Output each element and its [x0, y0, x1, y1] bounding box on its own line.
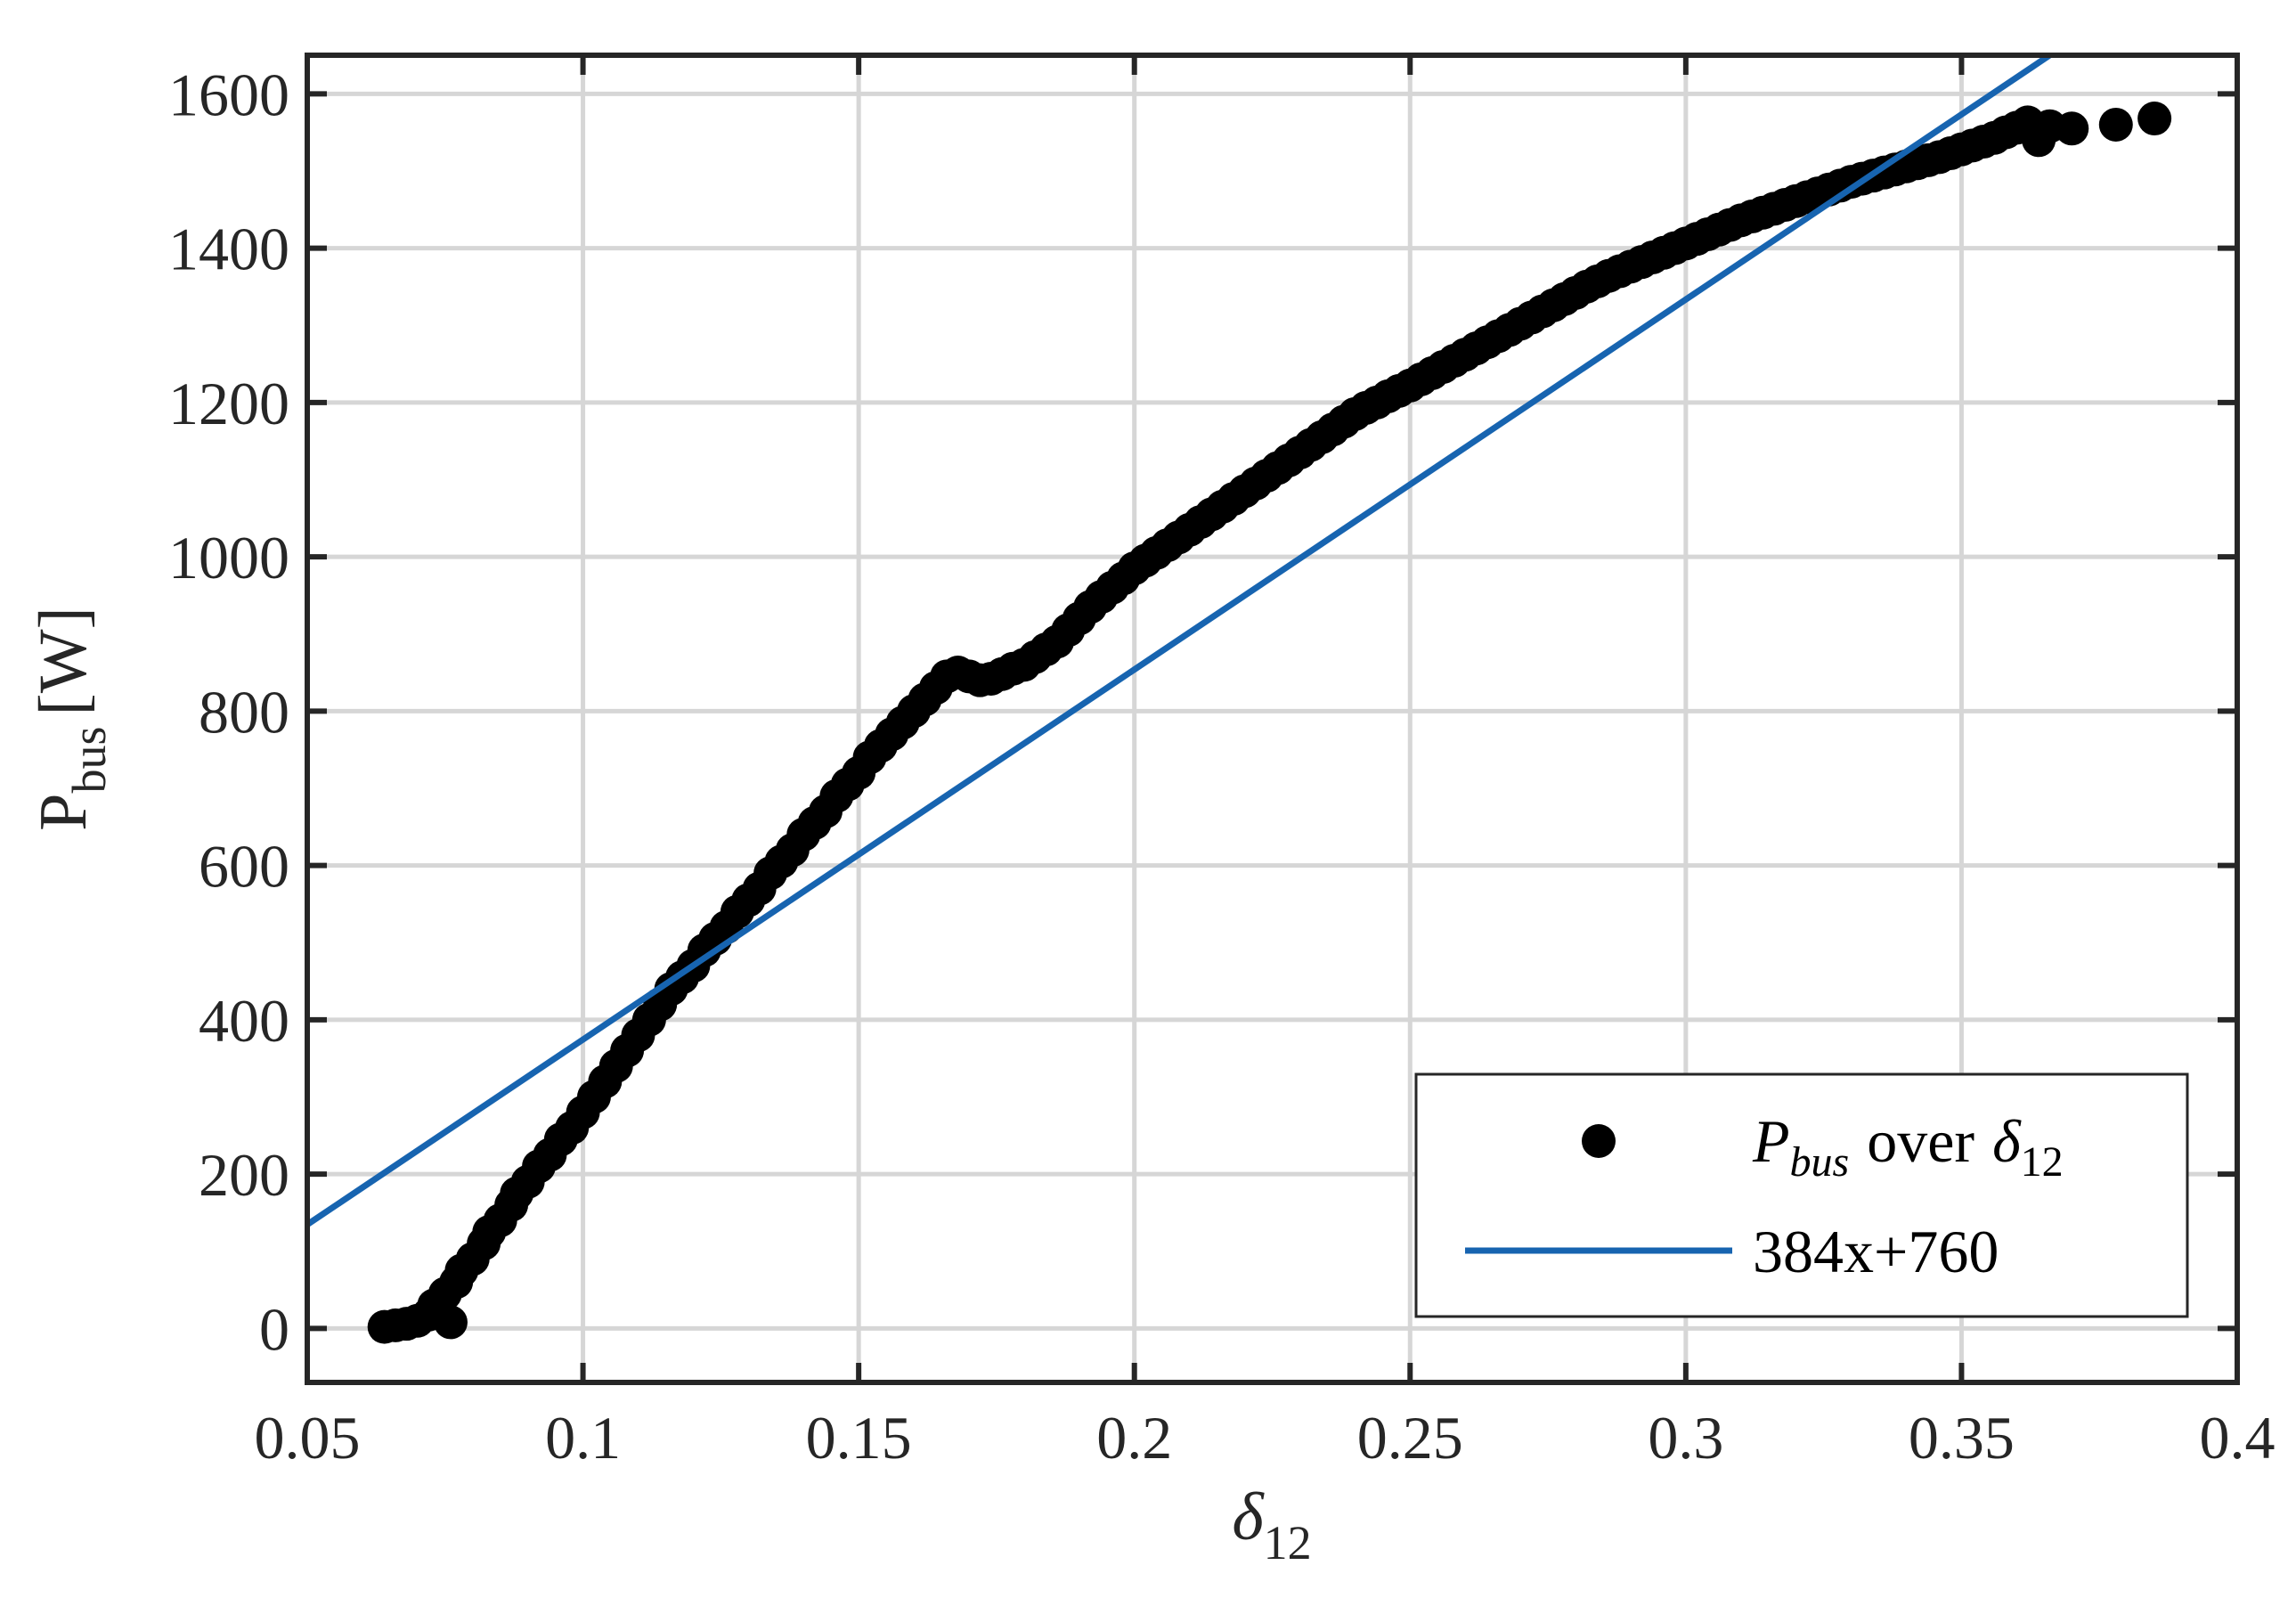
axes-frame [305, 53, 2240, 1385]
ticks [305, 55, 2240, 1382]
y-axis-label-base: P [26, 794, 101, 831]
legend-label-scatter: Pbus over δ12 [1752, 1107, 2064, 1186]
y-tick-label-1: 200 [199, 1141, 289, 1209]
y-axis-label-unit: [W] [26, 607, 101, 715]
tick-labels: 0.05 0.1 0.15 0.2 0.25 0.3 0.35 0.4 0 200 400 600 80… [168, 61, 2276, 1472]
y-tick-label-6: 1200 [168, 370, 289, 437]
y-tick-label-5: 1000 [168, 524, 289, 591]
scatter-point-155 [2055, 111, 2089, 146]
y-tick-label-0: 0 [259, 1295, 289, 1363]
legend-scatter-base2: δ [1992, 1107, 2022, 1175]
legend-label-line: 384x+760 [1753, 1218, 1999, 1285]
scatter-point-7 [433, 1305, 468, 1340]
legend: Pbus over δ12 384x+760 [1414, 1072, 2189, 1318]
scatter-point-157 [2137, 102, 2172, 136]
x-tick-label-5: 0.3 [1648, 1404, 1723, 1472]
legend-scatter-subscript: bus [1790, 1138, 1850, 1186]
y-axis-label-subscript: bus [62, 727, 116, 794]
fit-line [307, 55, 2052, 1228]
x-tick-label-4: 0.25 [1357, 1404, 1463, 1472]
scatter-point-156 [2098, 107, 2133, 142]
x-axis-label-base: δ [1232, 1480, 1265, 1554]
y-tick-label-2: 400 [199, 987, 289, 1055]
legend-marker-scatter [1582, 1124, 1616, 1158]
legend-box [1414, 1072, 2189, 1318]
y-tick-label-8: 1600 [168, 61, 289, 128]
data-layer [307, 55, 2172, 1344]
x-tick-label-3: 0.2 [1096, 1404, 1172, 1472]
y-tick-label-4: 800 [199, 678, 289, 746]
x-tick-label-1: 0.1 [545, 1404, 621, 1472]
legend-scatter-base: P [1752, 1107, 1790, 1175]
x-tick-label-7: 0.4 [2200, 1404, 2276, 1472]
x-tick-label-0: 0.05 [255, 1404, 361, 1472]
y-axis-label: Pbus [W] [26, 607, 116, 831]
x-axis-label-subscript: 12 [1264, 1516, 1312, 1569]
y-tick-label-7: 1400 [168, 216, 289, 283]
y-tick-label-3: 600 [199, 833, 289, 901]
x-tick-label-2: 0.15 [806, 1404, 912, 1472]
legend-scatter-subscript2: 12 [2021, 1138, 2064, 1186]
legend-scatter-mid: over [1867, 1107, 1974, 1175]
x-axis-label: δ12 [1232, 1480, 1311, 1569]
axes-box [305, 53, 2240, 1385]
x-tick-label-6: 0.35 [1909, 1404, 2015, 1472]
